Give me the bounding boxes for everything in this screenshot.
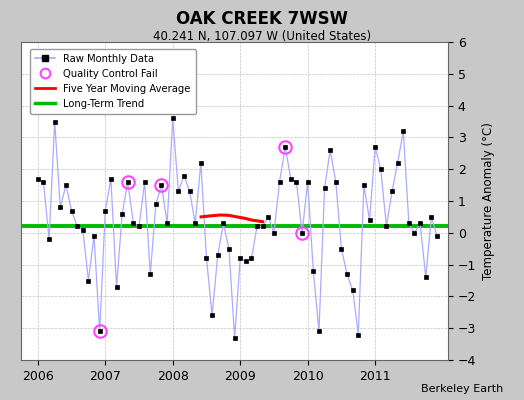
Y-axis label: Temperature Anomaly (°C): Temperature Anomaly (°C) [482, 122, 495, 280]
Legend: Raw Monthly Data, Quality Control Fail, Five Year Moving Average, Long-Term Tren: Raw Monthly Data, Quality Control Fail, … [30, 48, 195, 114]
Text: Berkeley Earth: Berkeley Earth [421, 384, 503, 394]
Text: OAK CREEK 7WSW: OAK CREEK 7WSW [176, 10, 348, 28]
Text: 40.241 N, 107.097 W (United States): 40.241 N, 107.097 W (United States) [153, 30, 371, 43]
